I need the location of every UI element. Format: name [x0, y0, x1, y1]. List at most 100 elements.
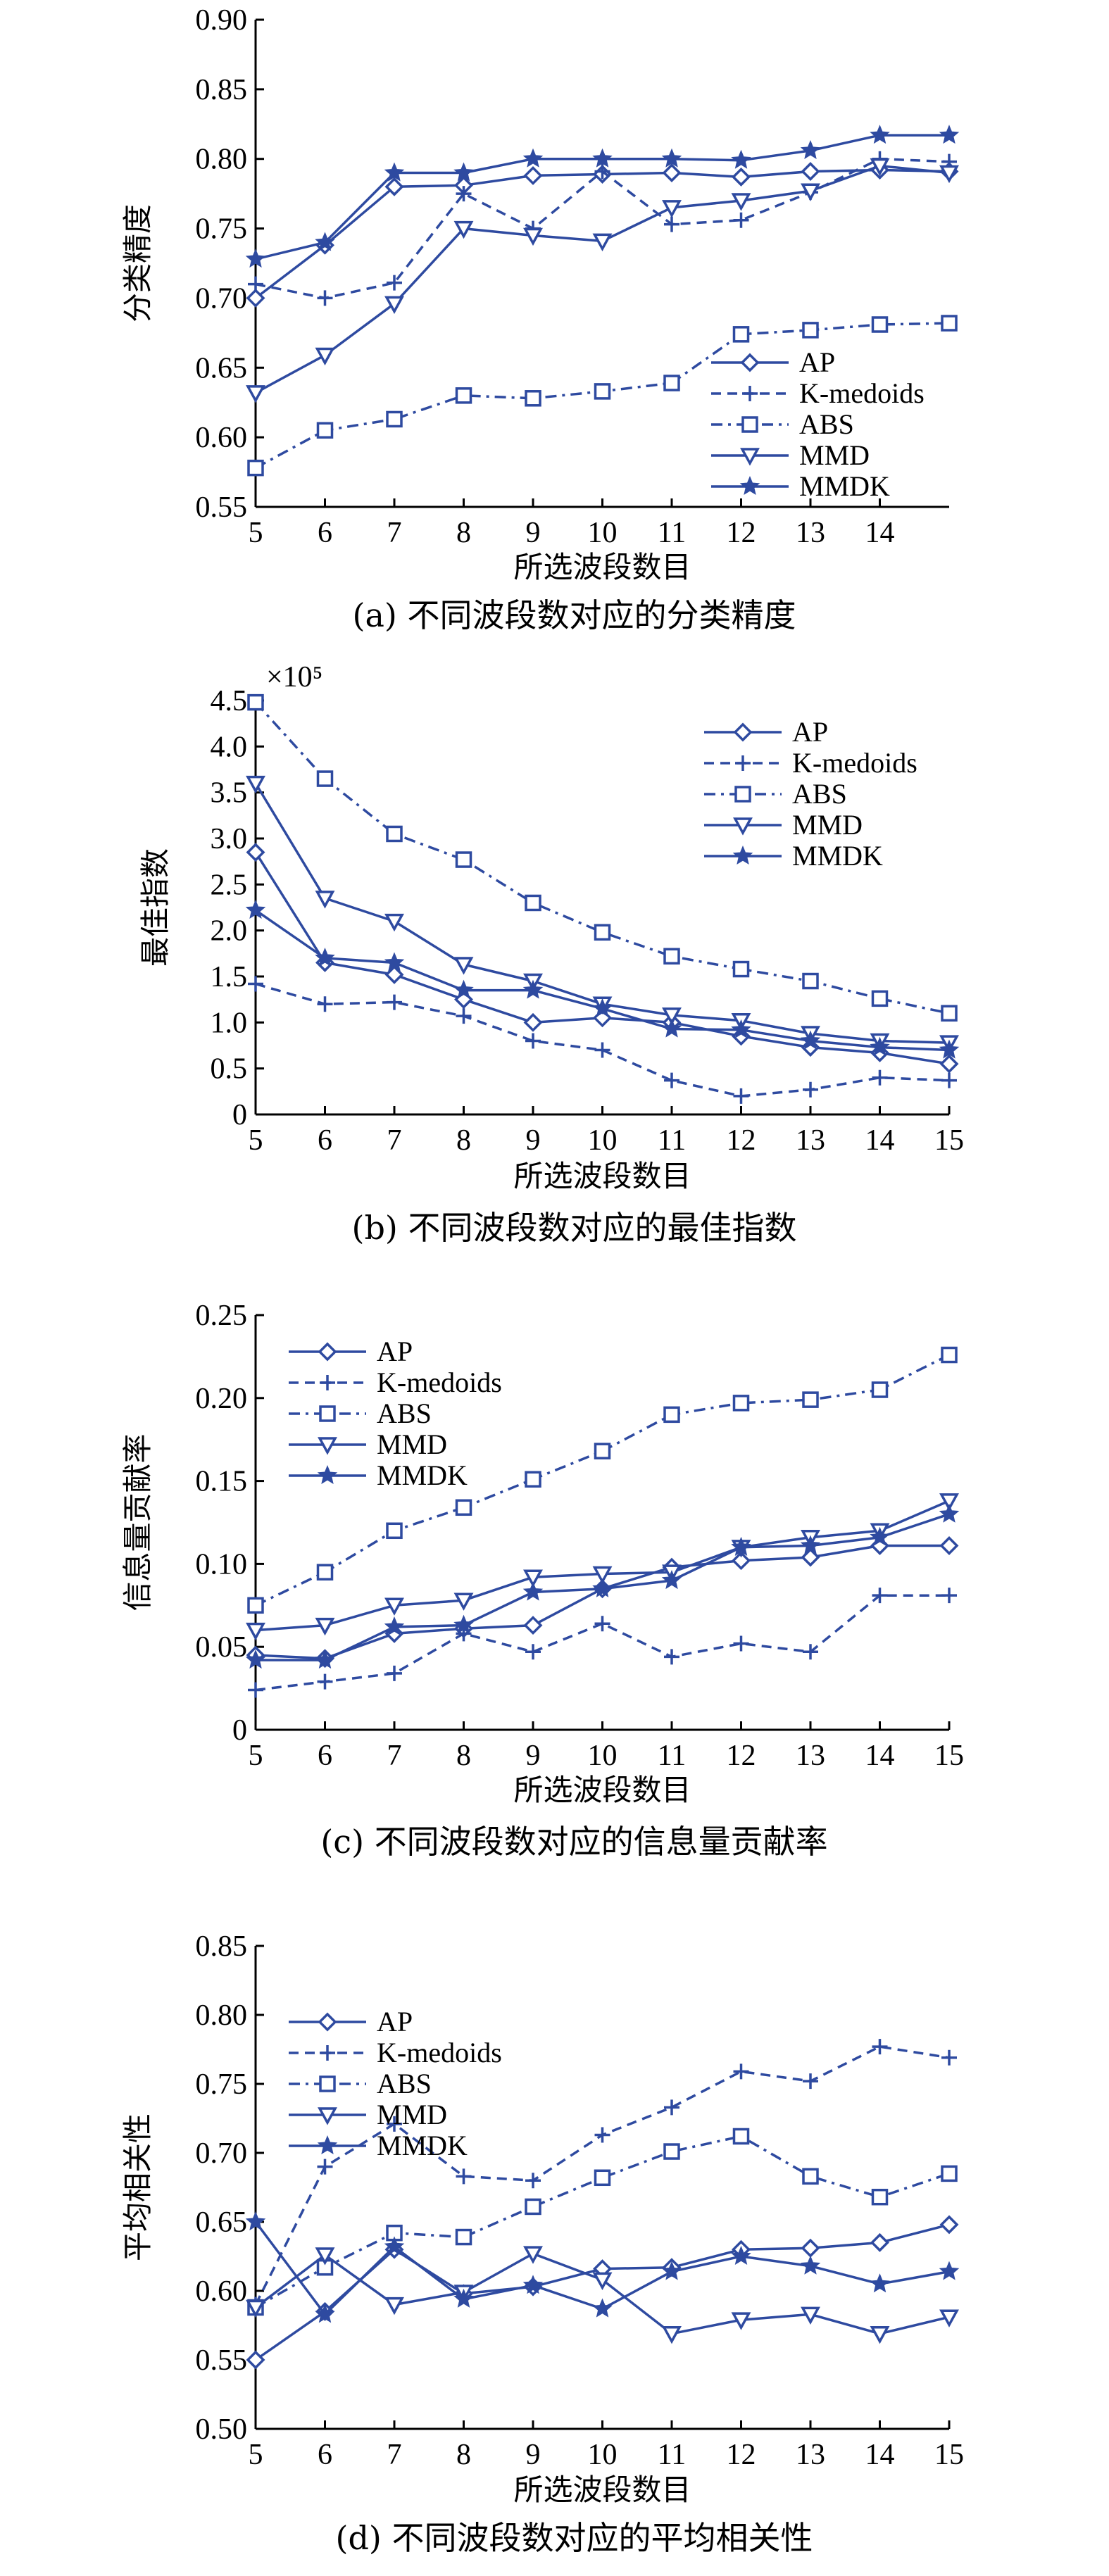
panel-caption: (a) 不同波段数对应的分类精度 [353, 596, 796, 634]
y-tick-label: 0.60 [196, 422, 248, 454]
y-tick-label: 0.85 [196, 1933, 248, 1963]
data-point-marker [941, 1346, 958, 1364]
data-point-marker [317, 996, 333, 1012]
y-tick-label: 0.05 [196, 1631, 248, 1664]
data-point-marker [870, 1036, 890, 1056]
series-abs [247, 693, 958, 1022]
data-point-marker [592, 148, 613, 168]
data-point-marker [247, 1597, 264, 1614]
x-tick-label: 11 [658, 517, 686, 549]
data-point-marker [733, 1635, 749, 1652]
y-tick-label: 2.0 [211, 915, 248, 948]
legend-marker [318, 1437, 337, 1455]
legend-label: MMDK [799, 470, 890, 502]
data-point-marker [661, 148, 682, 168]
data-point-marker [387, 994, 402, 1010]
legend-marker [317, 2135, 338, 2155]
data-point-marker [315, 232, 335, 251]
series-mmdk [245, 899, 960, 1059]
x-tick-label: 14 [865, 1740, 895, 1772]
legend-marker [733, 722, 753, 742]
data-point-marker [939, 2309, 959, 2327]
series-mmd [246, 158, 959, 403]
series-line [255, 982, 950, 1098]
x-tick-label: 14 [865, 2439, 895, 2471]
y-tick-label: 0.10 [196, 1548, 248, 1581]
legend-marker [740, 353, 760, 372]
data-point-marker [248, 1682, 263, 1698]
data-point-marker [662, 1007, 682, 1026]
data-point-marker [455, 851, 472, 868]
data-point-marker [384, 1616, 405, 1635]
legend-label: MMD [377, 2099, 447, 2130]
y-tick-label: 0.80 [196, 144, 248, 176]
data-point-marker [664, 2099, 679, 2116]
data-point-marker [522, 979, 544, 999]
y-tick-label: 0.70 [196, 282, 248, 315]
series-line [255, 164, 950, 394]
y-tick-label: 3.0 [211, 823, 248, 855]
series-k-medoids [248, 2039, 957, 2313]
data-point-marker [661, 2261, 682, 2280]
x-tick-label: 14 [865, 1124, 895, 1157]
x-tick-label: 15 [934, 1740, 964, 1772]
y-tick-label: 0.60 [196, 2275, 248, 2308]
data-point-marker [384, 2297, 404, 2316]
legend-label: ABS [799, 408, 854, 440]
data-point-marker [317, 2159, 333, 2175]
y-tick-label: 4.5 [211, 685, 248, 717]
x-tick-label: 11 [658, 1124, 686, 1157]
y-tick-label: 0.65 [196, 352, 248, 384]
data-point-marker [802, 1391, 819, 1408]
data-point-marker [453, 1614, 474, 1634]
series-mmdk [245, 2211, 960, 2323]
data-point-marker [384, 162, 405, 182]
data-point-marker [870, 125, 890, 144]
x-tick-label: 8 [456, 1124, 471, 1157]
data-point-marker [731, 2312, 751, 2330]
data-point-marker [801, 1547, 820, 1567]
data-point-marker [733, 1088, 749, 1104]
legend-label: K-medoids [377, 2037, 502, 2068]
data-point-marker [939, 2261, 960, 2280]
legend-label: MMD [792, 809, 863, 841]
x-tick-label: 6 [318, 2439, 332, 2471]
data-point-marker [663, 948, 680, 965]
data-point-marker [245, 249, 266, 268]
legend-label: ABS [377, 1397, 432, 1429]
legend-label: AP [799, 346, 835, 378]
data-point-marker [525, 2198, 541, 2216]
data-point-marker [801, 2306, 820, 2325]
data-point-marker [662, 200, 682, 218]
panel-caption: (c) 不同波段数对应的信息量贡献率 [320, 1823, 827, 1861]
data-point-marker [871, 990, 889, 1007]
data-point-marker [800, 2255, 821, 2275]
series-k-medoids [248, 1588, 957, 1698]
data-point-marker [523, 1569, 543, 1588]
legend-marker [735, 755, 751, 771]
series-mmd [246, 2246, 959, 2344]
data-point-marker [592, 1578, 613, 1597]
series-ap [246, 2215, 959, 2370]
x-tick-label: 15 [934, 1124, 964, 1157]
data-point-marker [732, 167, 751, 187]
data-point-marker [801, 2238, 820, 2258]
data-point-marker [453, 979, 474, 999]
data-point-marker [247, 459, 264, 477]
series-mmdk [245, 1503, 960, 1669]
x-axis-title: 所选波段数目 [513, 2473, 691, 2507]
data-point-marker [525, 390, 541, 407]
y-tick-label: 0.55 [196, 2344, 248, 2377]
data-point-marker [525, 1033, 541, 1049]
data-point-marker [663, 2143, 680, 2160]
data-point-marker [384, 913, 404, 932]
data-point-marker [523, 1012, 543, 1032]
y-axis-title: 平均相关性 [120, 2113, 155, 2261]
data-point-marker [386, 825, 403, 843]
data-point-marker [941, 315, 958, 332]
data-point-marker [387, 1665, 402, 1681]
data-point-marker [941, 1072, 957, 1088]
series-abs [247, 315, 958, 477]
data-point-marker [456, 186, 472, 202]
